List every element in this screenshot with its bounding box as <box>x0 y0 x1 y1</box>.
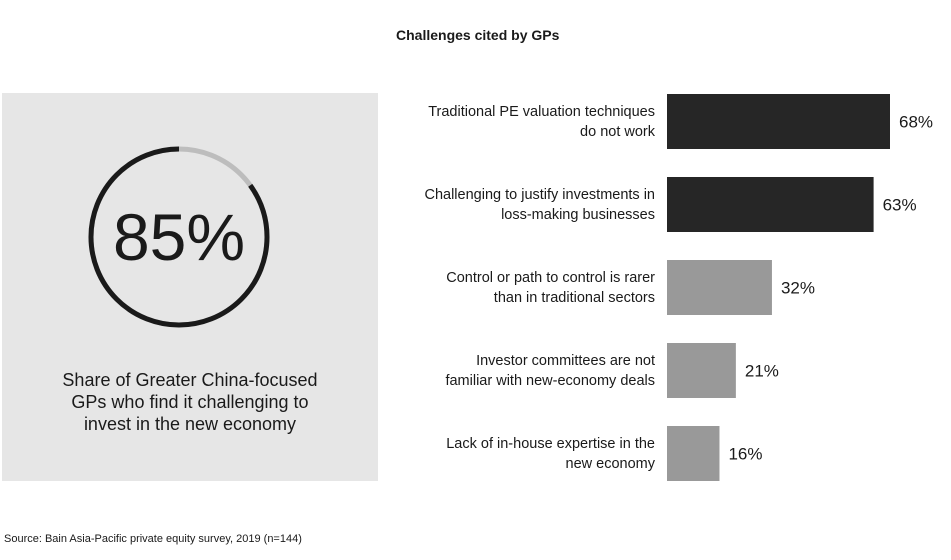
stat-caption: Share of Greater China-focused GPs who f… <box>22 369 358 435</box>
category-label: Lack of in-house expertise in the new eco… <box>395 434 655 474</box>
value-label: 16% <box>728 445 762 464</box>
stat-panel: 85% Share of Greater China-focused GPs w… <box>2 93 378 481</box>
category-label-line: do not work <box>580 123 655 140</box>
value-label: 63% <box>883 196 917 215</box>
category-label: Control or path to control is rarer than … <box>395 268 655 308</box>
bar <box>667 177 874 232</box>
stat-caption-line: GPs who find it challenging to <box>71 392 309 412</box>
bar <box>667 343 736 398</box>
category-label-line: loss-making businesses <box>501 206 655 223</box>
category-label-line: Investor committees are not <box>476 352 655 369</box>
chart-title: Challenges cited by GPs <box>396 27 560 43</box>
value-label: 68% <box>899 113 933 132</box>
category-label: Challenging to justify investments in los… <box>395 185 655 225</box>
stat-value: 85% <box>112 200 246 274</box>
category-label-line: new economy <box>565 455 655 472</box>
stat-caption-line: invest in the new economy <box>83 414 297 434</box>
category-label-line: familiar with new-economy deals <box>445 372 655 389</box>
bar <box>667 426 720 481</box>
stat-caption-line: Share of Greater China-focused <box>62 370 318 390</box>
category-label-line: Challenging to justify investments in <box>424 186 655 203</box>
source-note: Source: Bain Asia-Pacific private equity… <box>4 533 302 545</box>
category-label-line: Lack of in-house expertise in the <box>446 435 655 452</box>
progress-ring <box>88 146 270 328</box>
ring-fill <box>88 146 270 328</box>
category-label-line: Control or path to control is rarer <box>446 269 655 286</box>
category-label: Traditional PE valuation techniques do no… <box>395 102 655 142</box>
category-label: Investor committees are not familiar with… <box>395 351 655 391</box>
category-label-line: than in traditional sectors <box>493 289 655 306</box>
bar <box>667 260 772 315</box>
value-label: 21% <box>745 362 779 381</box>
value-label: 32% <box>781 279 815 298</box>
category-label-line: Traditional PE valuation techniques <box>428 103 655 120</box>
bar <box>667 94 890 149</box>
